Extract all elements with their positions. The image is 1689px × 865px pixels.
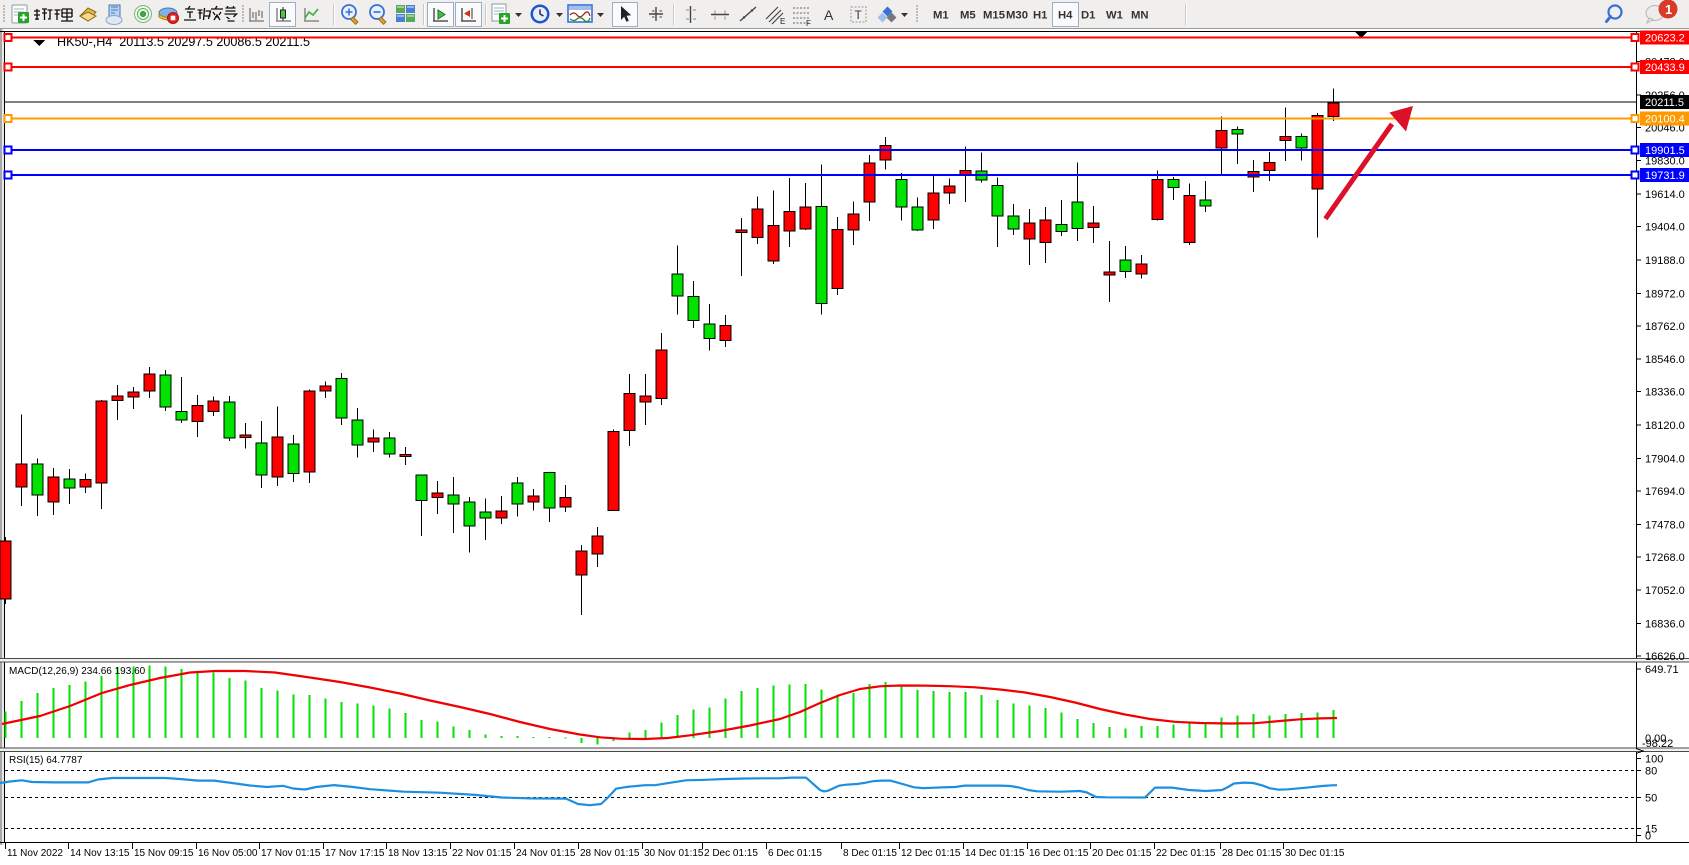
svg-text:22 Nov 01:15: 22 Nov 01:15 <box>452 848 512 859</box>
svg-text:M30: M30 <box>1006 10 1028 22</box>
svg-text:W1: W1 <box>1106 10 1123 22</box>
svg-text:M5: M5 <box>960 10 976 22</box>
svg-text:649.71: 649.71 <box>1645 664 1679 676</box>
svg-text:17 Nov 01:15: 17 Nov 01:15 <box>261 848 321 859</box>
svg-text:6 Dec 01:15: 6 Dec 01:15 <box>768 848 822 859</box>
svg-text:16626.0: 16626.0 <box>1645 651 1685 663</box>
svg-text:20 Dec 01:15: 20 Dec 01:15 <box>1092 848 1152 859</box>
svg-text:H4: H4 <box>1058 10 1073 22</box>
svg-text:100: 100 <box>1645 754 1663 766</box>
svg-text:14 Dec 01:15: 14 Dec 01:15 <box>965 848 1025 859</box>
svg-text:16 Nov 05:00: 16 Nov 05:00 <box>198 848 258 859</box>
svg-text:MN: MN <box>1131 10 1149 22</box>
svg-text:17268.0: 17268.0 <box>1645 552 1685 564</box>
svg-text:19901.5: 19901.5 <box>1645 145 1685 157</box>
svg-text:17 Nov 17:15: 17 Nov 17:15 <box>325 848 385 859</box>
svg-text:30 Nov 01:15: 30 Nov 01:15 <box>644 848 704 859</box>
svg-text:22 Dec 01:15: 22 Dec 01:15 <box>1156 848 1216 859</box>
svg-text:M1: M1 <box>933 10 949 22</box>
svg-text:17904.0: 17904.0 <box>1645 453 1685 465</box>
svg-text:M15: M15 <box>983 10 1005 22</box>
svg-text:8 Dec 01:15: 8 Dec 01:15 <box>843 848 897 859</box>
svg-text:18336.0: 18336.0 <box>1645 387 1685 399</box>
svg-text:15: 15 <box>1645 823 1657 835</box>
svg-text:D1: D1 <box>1081 10 1095 22</box>
svg-text:18546.0: 18546.0 <box>1645 354 1685 366</box>
svg-text:0: 0 <box>1645 830 1651 842</box>
svg-text:30 Dec 01:15: 30 Dec 01:15 <box>1285 848 1345 859</box>
svg-text:50: 50 <box>1645 793 1657 805</box>
svg-text:14 Nov 13:15: 14 Nov 13:15 <box>70 848 130 859</box>
svg-text:28 Nov 01:15: 28 Nov 01:15 <box>580 848 640 859</box>
svg-text:19404.0: 19404.0 <box>1645 222 1685 234</box>
svg-text:T: T <box>855 8 863 22</box>
svg-text:H1: H1 <box>1033 10 1047 22</box>
svg-text:20433.9: 20433.9 <box>1645 62 1685 74</box>
svg-text:0.00: 0.00 <box>1645 733 1666 745</box>
svg-text:17478.0: 17478.0 <box>1645 519 1685 531</box>
svg-text:11 Nov 2022: 11 Nov 2022 <box>7 848 63 859</box>
svg-text:20100.4: 20100.4 <box>1645 114 1685 126</box>
svg-text:20211.5: 20211.5 <box>1645 97 1684 109</box>
svg-text:16 Dec 01:15: 16 Dec 01:15 <box>1029 848 1089 859</box>
svg-text:19614.0: 19614.0 <box>1645 189 1685 201</box>
svg-text:20623.2: 20623.2 <box>1645 32 1685 44</box>
svg-text:A: A <box>824 7 834 23</box>
svg-text:F: F <box>806 19 811 28</box>
svg-text:1: 1 <box>1665 2 1672 17</box>
svg-text:18 Nov 13:15: 18 Nov 13:15 <box>388 848 448 859</box>
svg-text:E: E <box>780 17 785 26</box>
svg-text:RSI(15) 64.7787: RSI(15) 64.7787 <box>9 755 83 766</box>
svg-text:17694.0: 17694.0 <box>1645 486 1685 498</box>
svg-text:2 Dec 01:15: 2 Dec 01:15 <box>704 848 758 859</box>
svg-text:18762.0: 18762.0 <box>1645 321 1685 333</box>
svg-text:18120.0: 18120.0 <box>1645 420 1685 432</box>
svg-text:12 Dec 01:15: 12 Dec 01:15 <box>901 848 961 859</box>
svg-text:19830.0: 19830.0 <box>1645 156 1685 168</box>
svg-text:16836.0: 16836.0 <box>1645 619 1685 631</box>
svg-text:MACD(12,26,9) 234.66 193.60: MACD(12,26,9) 234.66 193.60 <box>9 666 146 677</box>
svg-text:19188.0: 19188.0 <box>1645 255 1685 267</box>
svg-text:17052.0: 17052.0 <box>1645 585 1685 597</box>
svg-text:28 Dec 01:15: 28 Dec 01:15 <box>1222 848 1282 859</box>
svg-text:19731.9: 19731.9 <box>1645 170 1685 182</box>
svg-text:80: 80 <box>1645 765 1657 777</box>
svg-text:15 Nov 09:15: 15 Nov 09:15 <box>134 848 194 859</box>
svg-text:24 Nov 01:15: 24 Nov 01:15 <box>516 848 576 859</box>
svg-text:18972.0: 18972.0 <box>1645 288 1685 300</box>
svg-text:-98.22: -98.22 <box>1642 738 1673 750</box>
